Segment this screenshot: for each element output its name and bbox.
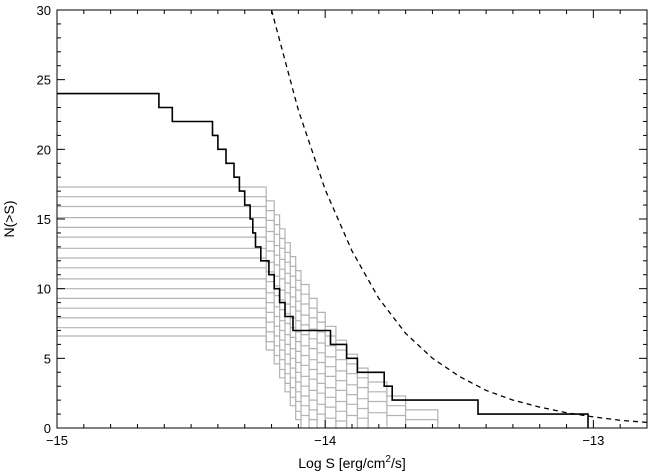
axis-ticks: −15 −14 −13 0 5 10 15 20 25 30 (37, 3, 648, 448)
y-tick-label: 5 (44, 351, 51, 366)
plot-frame (56, 9, 648, 429)
x-axis-label-superscript: 2 (385, 454, 391, 465)
x-axis-label-text-end: /s] (391, 455, 406, 471)
simulated-curve (57, 196, 439, 428)
simulated-curve (57, 307, 318, 428)
simulated-curve (57, 297, 318, 424)
simulated-curve (57, 217, 388, 427)
simulated-curve (57, 267, 348, 428)
simulated-curve (57, 186, 439, 424)
y-tick-label: 15 (37, 212, 51, 227)
simulated-curve (57, 317, 310, 428)
expected-curve (270, 10, 647, 424)
simulated-curves (57, 186, 439, 428)
y-tick-label: 25 (37, 73, 51, 88)
simulated-curve (57, 327, 302, 426)
x-axis-label: Log S [erg/cm2/s] (298, 454, 406, 471)
y-tick-label: 30 (37, 3, 51, 18)
x-tick-label: −14 (314, 433, 336, 448)
simulated-curve (57, 236, 369, 428)
expected-dashed-line (270, 10, 647, 424)
simulated-curve (57, 247, 358, 428)
y-tick-label: 10 (37, 282, 51, 297)
observed-curve (57, 92, 589, 428)
y-tick-label: 20 (37, 142, 51, 157)
simulated-curve (57, 257, 348, 426)
y-axis-label: N(>S) (1, 201, 17, 238)
x-tick-label: −13 (582, 433, 604, 448)
observed-staircase (57, 92, 589, 428)
x-axis-label-text: Log S [erg/cm (298, 455, 385, 471)
simulated-curve (57, 335, 302, 428)
x-tick-label: −15 (46, 433, 68, 448)
y-tick-label: 0 (44, 421, 51, 436)
